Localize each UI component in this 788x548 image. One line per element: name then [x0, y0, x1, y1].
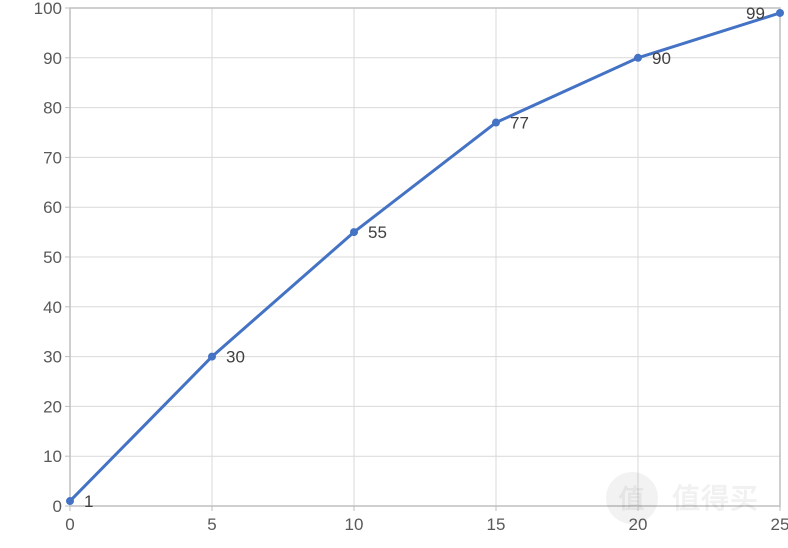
chart-svg: 0 10 20 30 40 50 60 70 80 90 100 值值得买 0 5 10 15 20 25 1 30 5… — [0, 0, 788, 548]
y-tick-label: 30 — [43, 348, 62, 367]
data-label: 99 — [746, 4, 765, 23]
x-tick-label: 5 — [207, 515, 216, 534]
watermark-icon-char: 值 — [618, 484, 645, 514]
data-marker — [776, 9, 784, 17]
line-chart: 0 10 20 30 40 50 60 70 80 90 100 值值得买 0 5 10 15 20 25 1 30 5… — [0, 0, 788, 548]
data-marker — [492, 119, 500, 127]
watermark-text: 值得买 — [672, 483, 759, 514]
data-marker — [66, 497, 74, 505]
data-label: 77 — [510, 114, 529, 133]
y-tick-label: 100 — [34, 0, 62, 18]
data-label: 30 — [226, 348, 245, 367]
data-marker — [208, 353, 216, 361]
data-label: 90 — [652, 49, 671, 68]
data-label: 1 — [84, 492, 93, 511]
x-tick-label: 20 — [629, 515, 648, 534]
x-tick-label: 15 — [487, 515, 506, 534]
y-tick-label: 10 — [43, 447, 62, 466]
y-tick-label: 90 — [43, 49, 62, 68]
y-tick-label: 60 — [43, 198, 62, 217]
y-tick-label: 0 — [53, 497, 62, 516]
y-tick-label: 70 — [43, 148, 62, 167]
data-label: 55 — [368, 223, 387, 242]
y-tick-label: 50 — [43, 248, 62, 267]
y-tick-label: 20 — [43, 397, 62, 416]
y-tick-label: 40 — [43, 298, 62, 317]
x-tick-label: 0 — [65, 515, 74, 534]
x-tick-label: 10 — [345, 515, 364, 534]
y-tick-label: 80 — [43, 99, 62, 118]
data-marker — [634, 54, 642, 62]
data-marker — [350, 228, 358, 236]
x-tick-label: 25 — [771, 515, 788, 534]
